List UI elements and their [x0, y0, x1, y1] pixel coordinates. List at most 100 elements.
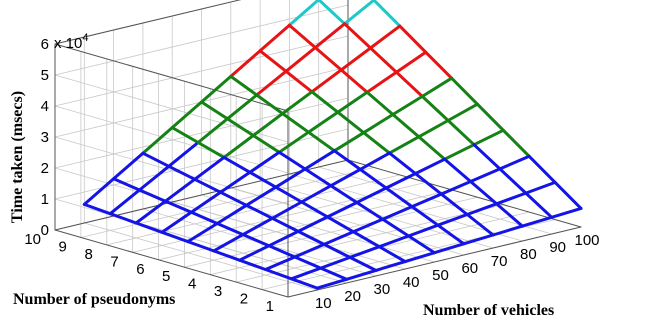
surface-edge [303, 149, 336, 171]
surface-edge [112, 177, 141, 192]
surface-edge [369, 46, 398, 74]
z-tick-label: 3 [41, 129, 49, 146]
surface-edge [300, 200, 329, 219]
z-tick-label: 5 [41, 67, 49, 84]
x-tick-label: 80 [520, 246, 537, 263]
surface-edge [417, 135, 447, 161]
surface-edge [472, 128, 505, 147]
surface-edge [251, 134, 281, 154]
surface-edge [351, 217, 385, 234]
surface-edge [450, 76, 479, 106]
surface-edge [336, 90, 369, 114]
surface-edge [134, 221, 164, 234]
surface-edge [244, 185, 278, 207]
surface-edge [469, 180, 498, 206]
surface-edge [319, 266, 349, 281]
surface-edge [358, 167, 388, 190]
surface-edge [193, 155, 226, 181]
surface-edge [170, 100, 203, 130]
surface-edge [215, 203, 248, 225]
x-floor-grid-line [83, 222, 318, 291]
tick-labels: 0 1 2 3 4 5 6 1 2 3 4 5 6 7 89 10 10 20 30 40 50 60 70 80 90 100 [24, 36, 599, 315]
surface-edge [222, 134, 255, 159]
surface-edge [189, 190, 223, 214]
surface-edge [310, 90, 340, 114]
surface-edge [200, 100, 229, 121]
surface-edge [355, 186, 388, 204]
surface-edge [436, 223, 466, 246]
surface-edge [281, 112, 310, 134]
surface-edge [167, 141, 200, 168]
surface-edge [238, 258, 267, 271]
surface-edge [348, 255, 378, 272]
x-floor-grid-line [201, 194, 435, 263]
surface-edge [241, 233, 271, 248]
surface-edge [398, 24, 428, 54]
y-tick-label: 2 [240, 291, 248, 308]
surface-edge [300, 184, 333, 204]
z-grid-line [54, 136, 289, 205]
surface-edge [270, 200, 304, 220]
surface-edge [267, 229, 300, 248]
y-tick-label: 1 [266, 298, 274, 315]
y-axis-line [54, 229, 289, 298]
surface-edge [365, 70, 398, 94]
surface-edge [329, 167, 362, 188]
surface-edge [343, 22, 372, 50]
surface-edge [550, 206, 583, 219]
surface-edge [229, 74, 259, 97]
surface-edge [310, 68, 343, 94]
box-edge [347, 159, 582, 228]
surface-edge [293, 255, 323, 270]
surface-edge [225, 93, 259, 121]
surface-edge [394, 70, 424, 98]
surface-edge [351, 230, 381, 249]
x-floor-grid-line [318, 166, 553, 235]
surface-edge [281, 90, 314, 116]
surface-edge [212, 233, 245, 253]
surface-edge [381, 205, 414, 221]
surface-edge [413, 157, 447, 176]
box-edge [54, 0, 242, 45]
surface-edge [339, 46, 372, 72]
surface-edge [293, 242, 326, 259]
surface-edge [388, 151, 417, 176]
z-tick-label: 0 [41, 222, 49, 239]
z-grid-line [54, 105, 289, 174]
surface-edge [287, 23, 317, 50]
surface-edge [391, 94, 424, 116]
surface-edge [436, 213, 469, 227]
x-tick-label: 90 [549, 239, 566, 256]
surface-edge [369, 24, 402, 50]
surface-edge [222, 155, 252, 174]
x-tick-label: 10 [315, 295, 332, 312]
box-edge [54, 43, 289, 112]
surface-edge [410, 192, 443, 209]
z-tick-label: 4 [41, 98, 49, 115]
surface-edge [362, 131, 391, 155]
surface-edge [141, 126, 174, 155]
surface-edge [270, 216, 300, 233]
surface-edge [219, 190, 248, 207]
surface-edge [498, 154, 531, 171]
surface-edge [225, 117, 255, 137]
surface-edge [394, 50, 428, 74]
surface-edge [248, 170, 278, 189]
y-tick-label: 8 [84, 246, 92, 263]
y-axis-title: Number of pseudonyms [13, 291, 175, 308]
surface-edge [289, 266, 323, 281]
surface-edge [348, 245, 381, 259]
x-tick-label: 40 [403, 274, 420, 291]
surface-edge [138, 188, 167, 203]
surface-edge [200, 74, 233, 104]
surface-edge [196, 141, 226, 159]
surface-edge [322, 230, 355, 246]
surface-edge [495, 202, 524, 228]
surface-edge [420, 76, 454, 98]
surface-edge [343, 0, 376, 26]
surface-edge [296, 215, 329, 233]
surface-edge [244, 203, 274, 220]
x-tick-label: 30 [374, 281, 391, 298]
surface-edge [345, 268, 378, 281]
surface-edge [255, 93, 285, 116]
